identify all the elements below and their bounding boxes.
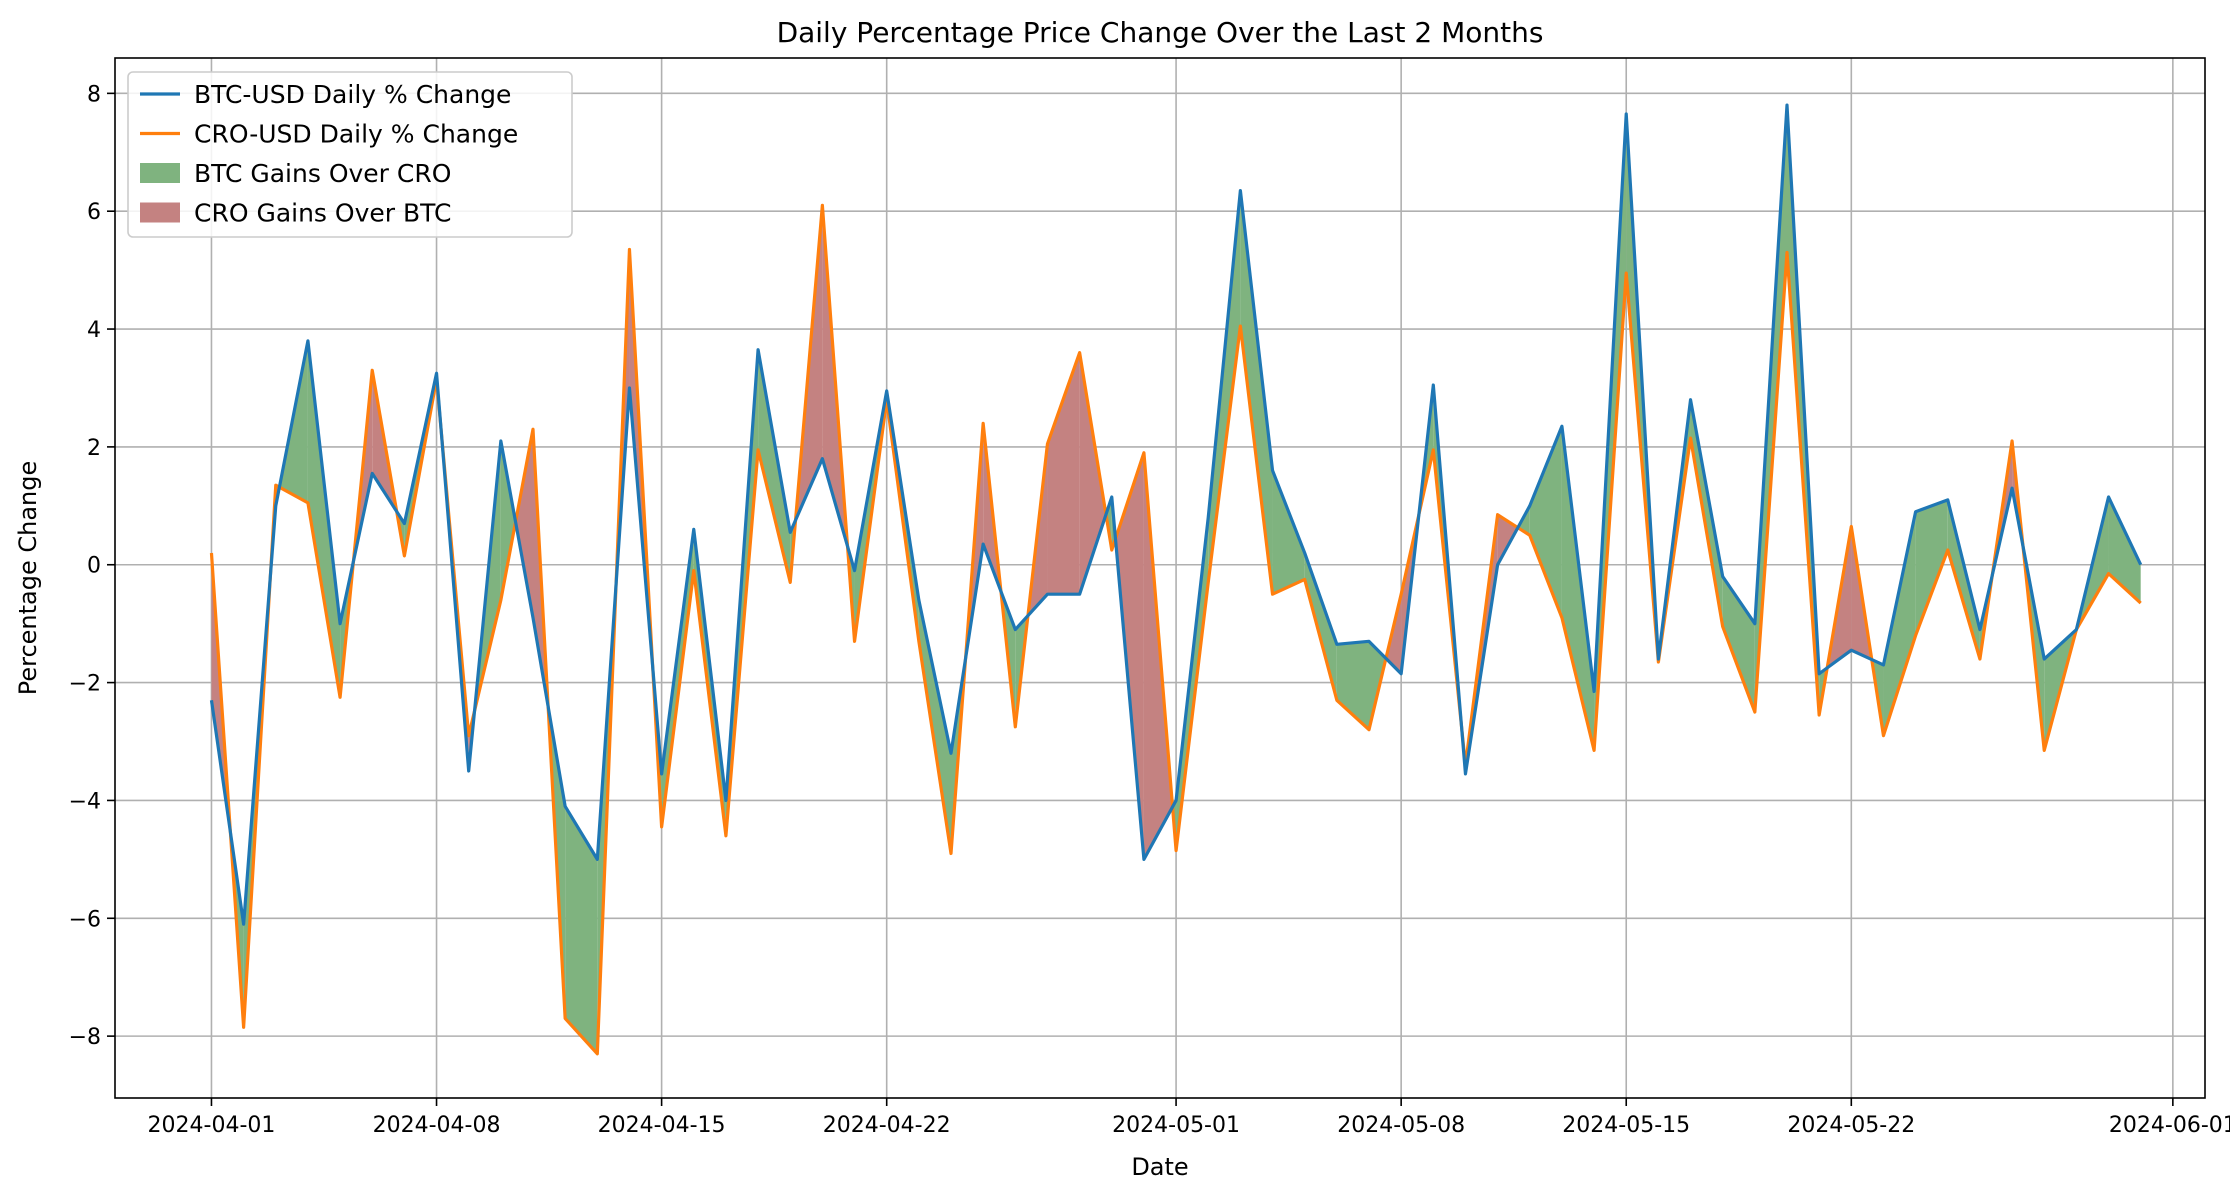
x-tick-label: 2024-04-08 [373, 1113, 501, 1138]
y-tick-label: −6 [69, 907, 101, 932]
btc-gain-area [1915, 499, 1948, 636]
x-tick-label: 2024-05-08 [1337, 1113, 1465, 1138]
btc-gain-area [1272, 470, 1305, 595]
cro-gain-area [515, 429, 533, 618]
legend-cro-gains-label: CRO Gains Over BTC [194, 199, 451, 228]
y-tick-label: 2 [87, 436, 101, 461]
btc-gain-area [2108, 496, 2141, 604]
y-axis-label: Percentage Change [14, 461, 42, 696]
cro-gain-area [1047, 352, 1080, 595]
x-tick-label: 2024-04-22 [823, 1113, 951, 1138]
y-tick-label: 6 [87, 200, 101, 225]
btc-gain-area [1883, 511, 1916, 736]
axis-ticks: 2024-04-01 2024-04-08 2024-04-15 2024-04-22… [69, 82, 2230, 1138]
btc-gain-area [1240, 190, 1273, 595]
x-tick-label: 2024-06-01 [2109, 1113, 2230, 1138]
btc-gain-area [565, 806, 598, 1054]
x-tick-label: 2024-04-01 [148, 1113, 276, 1138]
btc-gain-area [307, 340, 341, 698]
x-tick-label: 2024-04-15 [598, 1113, 726, 1138]
series-lines [209, 103, 2143, 1056]
chart-title: Daily Percentage Price Change Over the L… [777, 16, 1544, 49]
x-tick-label: 2024-05-15 [1562, 1113, 1690, 1138]
legend-cro-label: CRO-USD Daily % Change [194, 120, 518, 149]
x-tick-label: 2024-05-22 [1787, 1113, 1915, 1138]
btc-gain-area [1561, 426, 1595, 751]
btc-gain-area [500, 441, 516, 601]
btc-gain-area [1304, 552, 1337, 701]
btc-gain-area [758, 349, 791, 583]
btc-gain-area [1690, 399, 1723, 627]
btc-gain-area [1529, 426, 1562, 618]
btc-gain-area [1722, 576, 1755, 713]
btc-gain-area [1947, 499, 1980, 660]
legend: BTC-USD Daily % Change CRO-USD Daily % Ch… [127, 71, 573, 238]
legend-box [127, 71, 573, 238]
cro-gain-area [1115, 452, 1144, 860]
y-tick-label: −2 [69, 672, 101, 697]
btc-series-line [209, 103, 2143, 926]
legend-btc-label: BTC-USD Daily % Change [194, 80, 511, 109]
y-tick-label: 4 [87, 318, 101, 343]
legend-patch-swatch [140, 163, 180, 183]
x-axis-label: Date [1131, 1153, 1188, 1181]
y-tick-label: −8 [69, 1025, 101, 1050]
x-tick-label: 2024-05-01 [1112, 1113, 1240, 1138]
legend-btc-gains-label: BTC Gains Over CRO [194, 159, 451, 188]
cro-series-line [209, 203, 2142, 1056]
plot-frame [114, 57, 2206, 1099]
y-tick-label: 0 [87, 554, 101, 579]
y-tick-label: −4 [69, 789, 101, 814]
legend-patch-swatch [140, 202, 180, 223]
y-tick-label: 8 [87, 82, 101, 107]
